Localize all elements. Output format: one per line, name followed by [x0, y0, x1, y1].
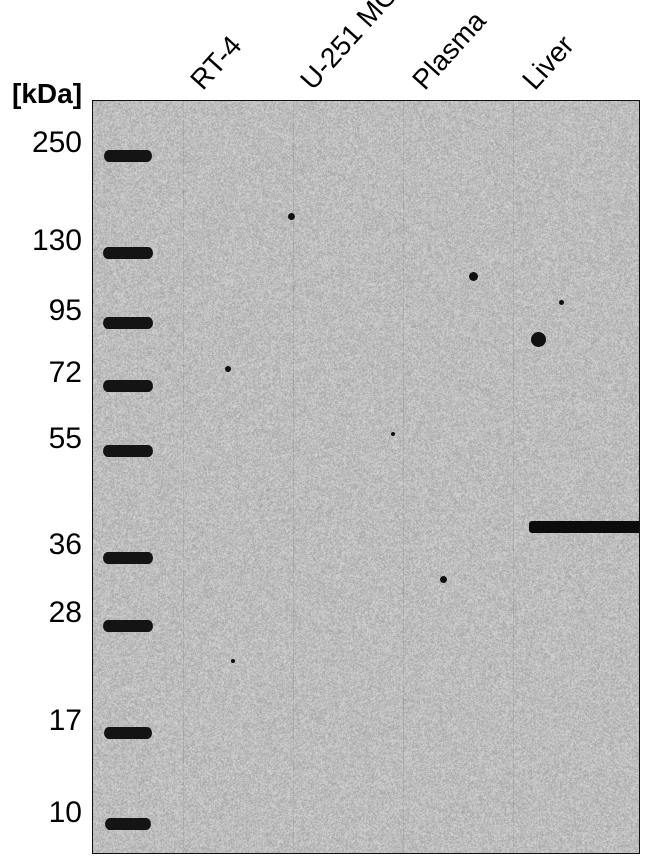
- ladder-band: [103, 317, 153, 329]
- artifact-speck: [231, 659, 235, 663]
- artifact-speck: [469, 272, 478, 281]
- y-tick-label: 95: [4, 294, 82, 328]
- y-tick-label: 17: [4, 704, 82, 738]
- figure-container: [kDa] 250 130 95 72 55 36 28 17 10 RT-4 U-251 MGP…: [0, 0, 650, 867]
- lane-label: U-251 MG: [294, 0, 404, 96]
- y-tick-label: 36: [4, 528, 82, 562]
- y-tick-label: 55: [4, 422, 82, 456]
- lane-divider: [513, 101, 514, 853]
- ladder-band: [105, 818, 151, 830]
- lane-divider: [403, 101, 404, 853]
- y-axis-title: [kDa]: [12, 78, 82, 110]
- ladder-band: [103, 620, 153, 632]
- artifact-speck: [225, 366, 231, 372]
- lane-label: Plasma: [406, 5, 492, 96]
- artifact-speck: [559, 300, 564, 305]
- ladder-band: [103, 380, 153, 392]
- ladder-band: [103, 247, 153, 259]
- y-tick-label: 10: [4, 796, 82, 830]
- ladder-band: [103, 552, 153, 564]
- lane-label: Liver: [516, 29, 580, 96]
- target-band: [529, 521, 640, 533]
- artifact-speck: [391, 432, 395, 436]
- y-tick-label: 250: [4, 126, 82, 160]
- y-tick-label: 28: [4, 596, 82, 630]
- ladder-band: [104, 727, 152, 739]
- artifact-speck: [288, 213, 295, 220]
- ladder-band: [103, 445, 153, 457]
- blot-membrane: [92, 100, 640, 854]
- membrane-noise: [93, 101, 640, 854]
- ladder-band: [104, 150, 152, 162]
- y-tick-label: 72: [4, 356, 82, 390]
- y-tick-label: 130: [4, 224, 82, 258]
- artifact-speck: [531, 332, 546, 347]
- lane-divider: [183, 101, 184, 853]
- artifact-speck: [440, 576, 447, 583]
- lane-label: RT-4: [184, 30, 248, 96]
